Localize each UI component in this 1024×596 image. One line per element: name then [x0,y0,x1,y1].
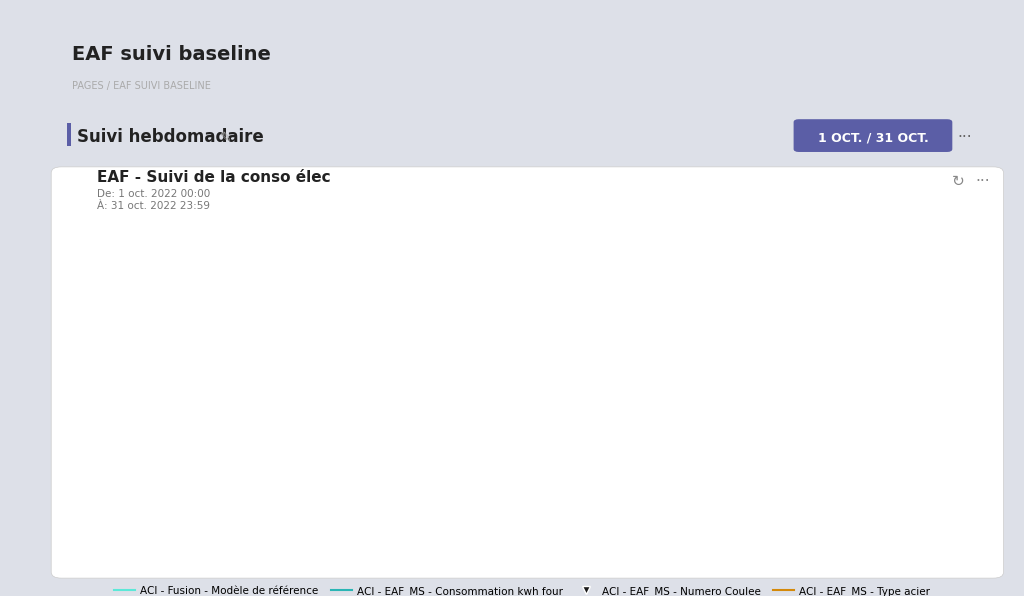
Point [459,324,475,334]
Text: ✎: ✎ [220,131,231,145]
Point [280,395,296,405]
Point [650,288,667,297]
Text: 1 OCT. / 31 OCT.: 1 OCT. / 31 OCT. [818,131,929,144]
Point [187,476,204,485]
Point [419,361,435,371]
Point [847,219,863,228]
Point [732,285,749,294]
Point [443,339,460,349]
Point [196,468,212,477]
Point [761,268,777,278]
Legend: ACI - Fusion - Modèle de référence, ACI - EAF_MS - Consommation kwh four, ACI - : ACI - Fusion - Modèle de référence, ACI … [111,582,934,596]
Point [229,439,246,448]
Point [451,332,467,342]
Point [221,446,238,455]
Point [644,294,660,303]
Text: ···: ··· [976,174,990,189]
Point [288,387,304,397]
Point [722,290,738,300]
Point [238,432,254,441]
Point [609,324,626,333]
Point [827,229,844,239]
Point [779,257,796,267]
Point [837,224,853,234]
Text: ↻: ↻ [952,174,965,189]
Text: ···: ··· [957,130,972,145]
Point [379,398,395,407]
Point [205,461,221,470]
Point [372,405,388,414]
Point [865,207,882,217]
Point [263,409,280,419]
Point [856,213,872,223]
Point [213,454,229,463]
Point [818,235,835,245]
Point [246,424,262,434]
Point [770,263,786,272]
Point [799,246,815,256]
Text: 3: 3 [84,198,90,207]
Point [602,329,618,339]
Point [665,276,681,285]
Y-axis label: kWh: kWh [86,344,110,353]
Point [427,353,443,363]
Point [741,280,758,289]
Point [630,306,646,315]
Point [395,383,412,392]
Text: 2: 2 [84,344,90,353]
Text: À: 31 oct. 2022 23:59: À: 31 oct. 2022 23:59 [97,201,210,210]
Point [435,346,452,356]
Text: PAGES / EAF SUIVI BASELINE: PAGES / EAF SUIVI BASELINE [72,82,211,91]
Point [387,390,403,400]
Point [255,417,271,427]
Point [271,402,288,412]
Text: 1: 1 [84,490,90,499]
Point [808,241,824,250]
Point [637,300,653,309]
Point [657,282,674,291]
Point [790,252,806,261]
Point [411,368,427,378]
Point [751,274,767,283]
Point [364,412,380,421]
Point [615,318,632,327]
Point [623,312,639,321]
Point [403,375,420,385]
Text: Suivi hebdomadaire: Suivi hebdomadaire [77,128,263,146]
Text: De: 1 oct. 2022 00:00: De: 1 oct. 2022 00:00 [97,189,211,198]
Text: EAF - Suivi de la conso élec: EAF - Suivi de la conso élec [97,170,331,185]
Text: EAF suivi baseline: EAF suivi baseline [72,45,270,64]
